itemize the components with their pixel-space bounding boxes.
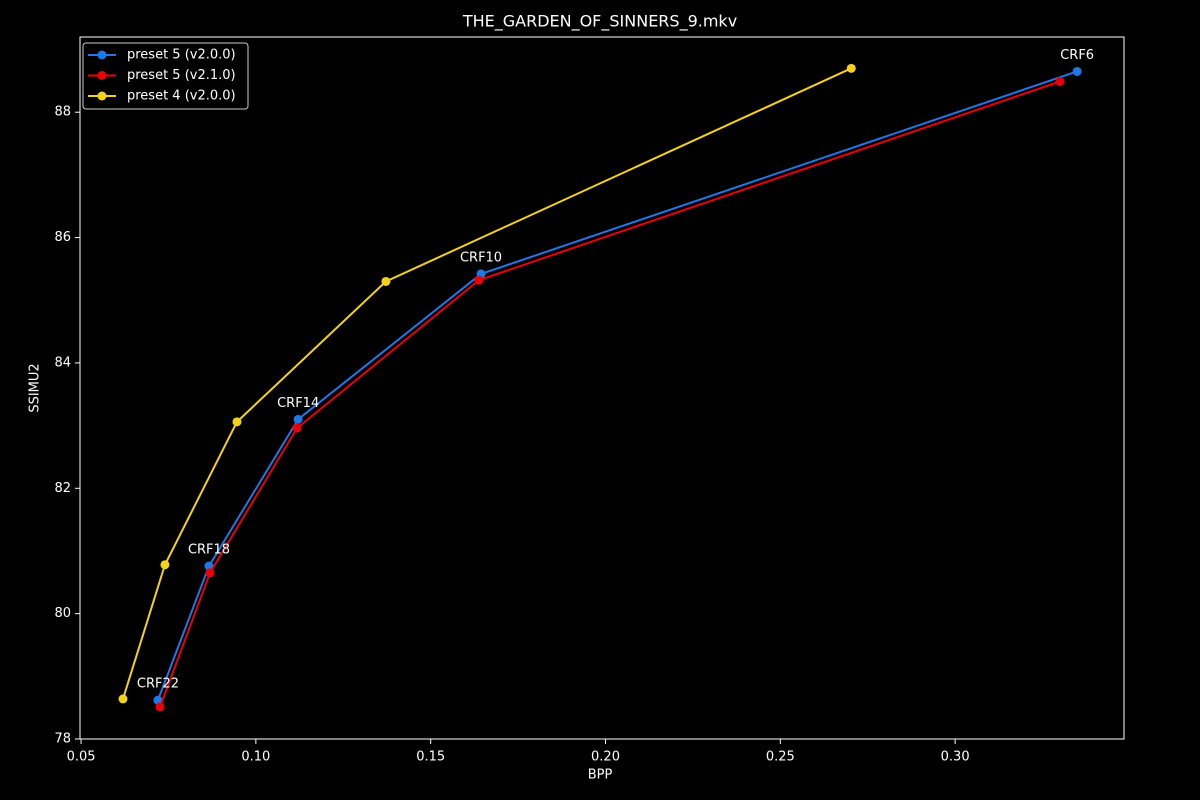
x-tick-label: 0.10 — [241, 750, 270, 765]
data-point — [1055, 77, 1065, 87]
x-tick-label: 0.20 — [591, 750, 620, 765]
data-point — [153, 695, 163, 705]
legend-label: preset 4 (v2.0.0) — [127, 89, 236, 104]
y-tick-label: 84 — [54, 355, 71, 370]
annotation: CRF14 — [277, 396, 319, 411]
legend-label: preset 5 (v2.1.0) — [127, 68, 236, 83]
legend-marker — [97, 71, 107, 80]
legend-marker — [97, 50, 107, 60]
data-point — [474, 275, 484, 285]
legend-label: preset 5 (v2.0.0) — [127, 48, 236, 63]
annotation: CRF6 — [1060, 48, 1094, 63]
data-point — [232, 417, 242, 427]
y-tick-label: 82 — [54, 481, 71, 496]
data-point — [160, 560, 170, 570]
x-tick-label: 0.30 — [941, 750, 970, 765]
x-tick-label: 0.05 — [67, 750, 96, 765]
data-point — [1072, 66, 1082, 76]
chart-title: THE_GARDEN_OF_SINNERS_9.mkv — [462, 12, 737, 32]
data-point — [118, 694, 128, 704]
y-tick-label: 80 — [54, 606, 71, 621]
annotation: CRF10 — [460, 250, 502, 265]
x-tick-label: 0.25 — [766, 750, 795, 765]
y-tick-label: 86 — [54, 230, 71, 245]
data-point — [292, 423, 302, 433]
legend-marker — [97, 91, 107, 101]
annotation: CRF22 — [137, 677, 179, 692]
x-axis-label: BPP — [588, 768, 613, 783]
data-point — [293, 414, 303, 424]
data-point — [205, 568, 215, 578]
annotation: CRF18 — [188, 543, 230, 558]
data-point — [155, 702, 165, 712]
data-point — [846, 63, 856, 73]
y-tick-label: 78 — [54, 732, 71, 747]
data-point — [204, 561, 214, 571]
data-point — [381, 276, 391, 286]
x-tick-label: 0.15 — [416, 750, 445, 765]
plot-frame — [79, 36, 1125, 740]
y-axis-label: SSIMU2 — [28, 363, 43, 412]
y-tick-label: 88 — [54, 105, 71, 120]
legend-box — [82, 42, 249, 110]
